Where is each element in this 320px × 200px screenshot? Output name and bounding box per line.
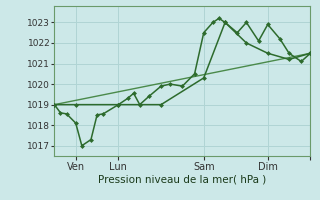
X-axis label: Pression niveau de la mer( hPa ): Pression niveau de la mer( hPa ) xyxy=(98,174,267,184)
